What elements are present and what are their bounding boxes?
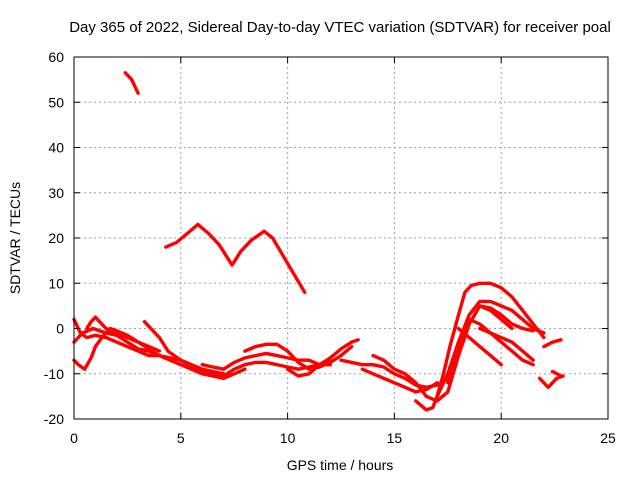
series-line-high-arc: [123, 71, 140, 95]
x-axis-label: GPS time / hours: [287, 457, 394, 473]
series-line-s3: [72, 317, 226, 376]
series-line-s20: [550, 369, 563, 378]
y-tick-label: 10: [48, 275, 64, 291]
y-tick-label: -10: [44, 366, 64, 382]
series-line-mid-arc: [164, 222, 307, 294]
series-line-s5: [142, 320, 332, 378]
series-line-s19: [542, 338, 563, 349]
ticks: [73, 56, 609, 420]
y-tick-label: 50: [48, 94, 64, 110]
y-tick-label: 20: [48, 230, 64, 246]
y-tick-label: 0: [56, 321, 64, 337]
y-axis-label: SDTVAR / TECUs: [7, 182, 23, 294]
y-tick-label: 60: [48, 49, 64, 65]
series-line-s11: [371, 304, 514, 403]
x-tick-labels: 0 5 10 15 20 25: [70, 430, 616, 446]
y-tick-label: -20: [44, 411, 64, 427]
series-layer: [72, 71, 565, 412]
series-line-s4: [85, 315, 162, 353]
x-tick-label: 0: [70, 430, 78, 446]
series-line-s8: [285, 338, 360, 378]
series-line-s15: [456, 326, 503, 367]
grid: [74, 57, 608, 419]
y-tick-labels: -20 -10 0 10 20 30 40 50 60: [44, 49, 64, 427]
x-tick-label: 5: [177, 430, 185, 446]
series-line-s6: [200, 351, 332, 371]
series-line-s7: [243, 342, 354, 371]
x-tick-label: 10: [280, 430, 296, 446]
x-tick-label: 20: [493, 430, 509, 446]
chart-title: Day 365 of 2022, Sidereal Day-to-day VTE…: [69, 19, 611, 36]
x-tick-label: 15: [387, 430, 403, 446]
y-tick-label: 30: [48, 185, 64, 201]
series-line-s12: [414, 281, 546, 412]
series-line-s17: [478, 304, 535, 333]
y-tick-label: 40: [48, 140, 64, 156]
series-line-s18: [537, 374, 565, 389]
series-line-s16: [478, 326, 535, 362]
x-tick-label: 25: [600, 430, 616, 446]
series-line-s13: [435, 299, 546, 399]
series-line-s10: [360, 367, 439, 394]
